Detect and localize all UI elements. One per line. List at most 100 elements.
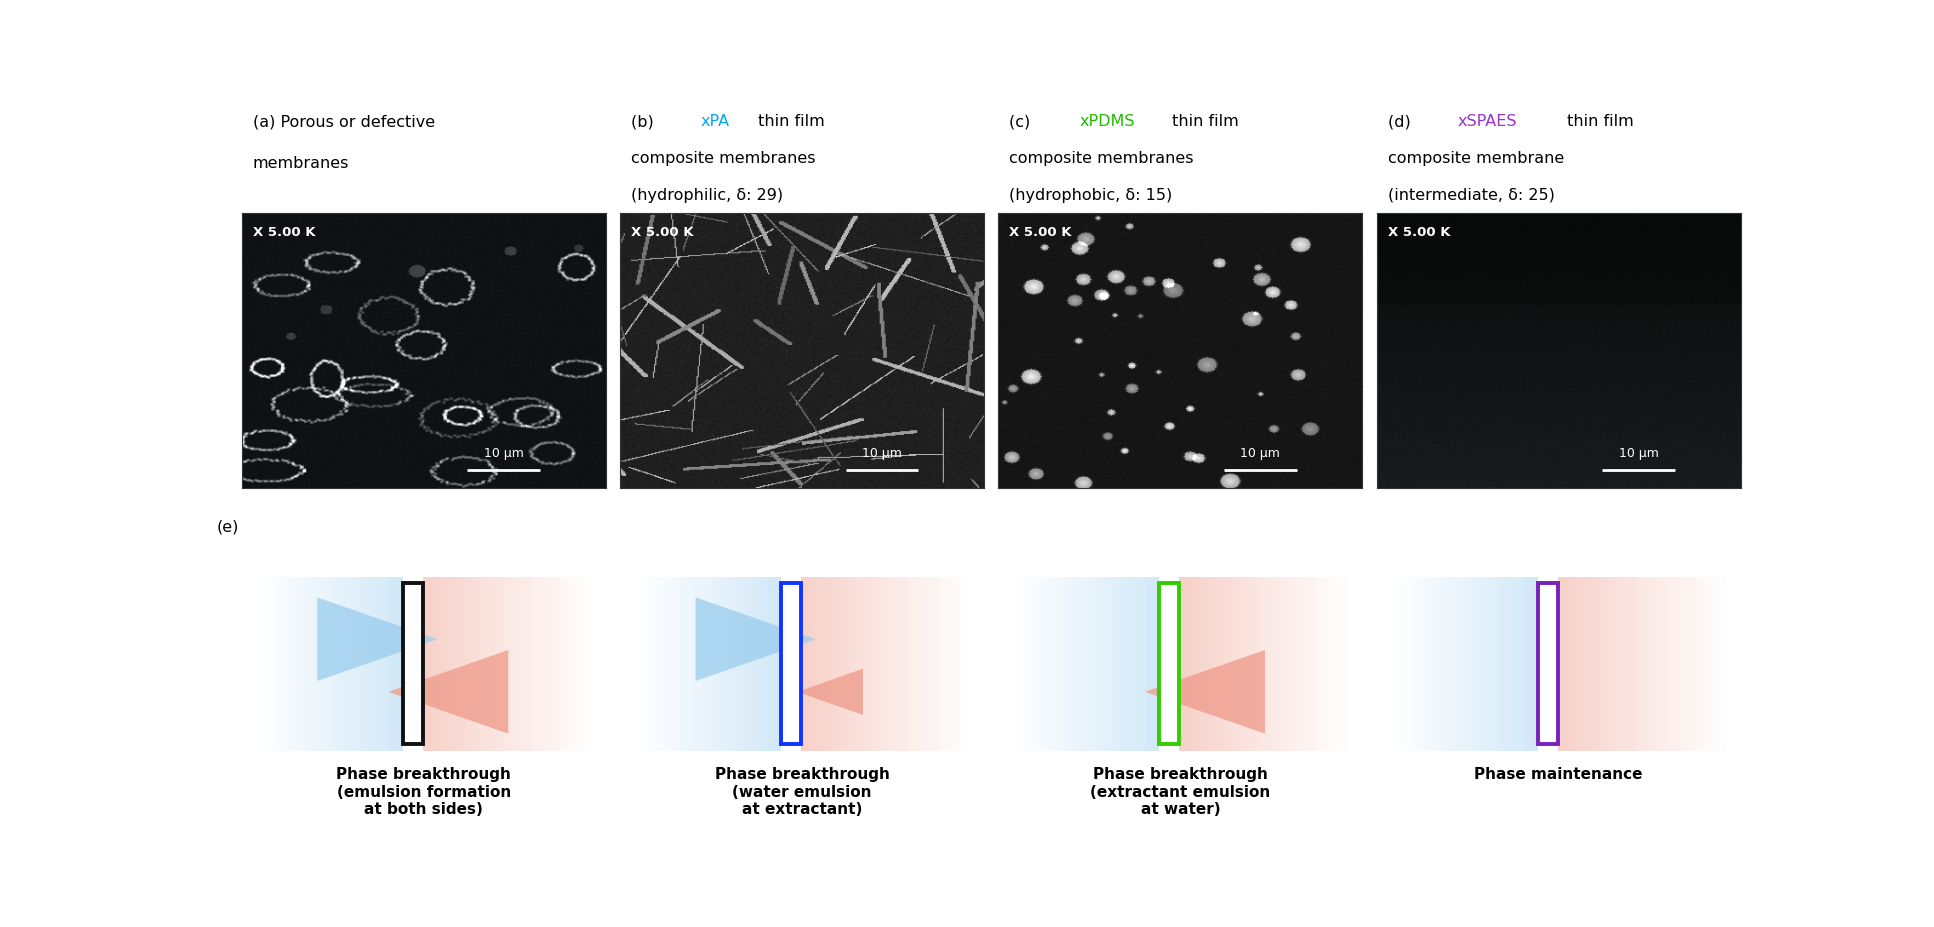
Bar bbox=[1596, 578, 1599, 751]
Bar bbox=[1710, 578, 1714, 751]
Bar bbox=[708, 578, 712, 751]
Text: xPA: xPA bbox=[700, 114, 729, 129]
Bar bbox=[395, 578, 398, 751]
Bar bbox=[1717, 578, 1721, 751]
Bar bbox=[574, 578, 578, 751]
Bar bbox=[259, 578, 263, 751]
Bar bbox=[659, 578, 663, 751]
Bar bbox=[868, 578, 872, 751]
Bar bbox=[1509, 578, 1512, 751]
Text: (d): (d) bbox=[1389, 114, 1416, 129]
Text: X 5.00 K: X 5.00 K bbox=[1389, 226, 1450, 239]
Bar bbox=[696, 578, 700, 751]
Bar bbox=[1323, 578, 1327, 751]
Bar bbox=[1035, 578, 1039, 751]
Bar bbox=[1216, 578, 1222, 751]
Bar bbox=[1068, 578, 1071, 751]
Bar bbox=[257, 578, 259, 751]
Text: (e): (e) bbox=[217, 519, 238, 534]
Bar bbox=[901, 578, 907, 751]
Bar bbox=[275, 578, 278, 751]
Bar bbox=[1570, 578, 1574, 751]
Bar bbox=[1075, 578, 1079, 751]
Bar bbox=[835, 578, 839, 751]
Bar bbox=[267, 578, 271, 751]
Bar bbox=[679, 578, 683, 751]
Bar bbox=[932, 578, 936, 751]
FancyBboxPatch shape bbox=[1538, 584, 1557, 744]
FancyBboxPatch shape bbox=[781, 584, 801, 744]
Bar bbox=[578, 578, 582, 751]
Bar bbox=[1251, 578, 1255, 751]
Bar bbox=[692, 578, 696, 751]
Bar bbox=[1487, 578, 1491, 751]
Bar bbox=[1406, 578, 1410, 751]
Bar bbox=[1634, 578, 1638, 751]
Bar bbox=[1100, 578, 1104, 751]
Bar bbox=[1398, 578, 1402, 751]
Polygon shape bbox=[389, 651, 509, 734]
Bar bbox=[936, 578, 940, 751]
Bar bbox=[1464, 578, 1468, 751]
Bar bbox=[712, 578, 716, 751]
Bar bbox=[756, 578, 760, 751]
Bar bbox=[723, 578, 725, 751]
Bar bbox=[1621, 578, 1625, 751]
Polygon shape bbox=[797, 669, 863, 716]
Bar bbox=[381, 578, 385, 751]
Bar bbox=[369, 578, 373, 751]
Bar bbox=[919, 578, 923, 751]
Bar bbox=[1331, 578, 1334, 751]
Bar bbox=[1112, 578, 1116, 751]
Bar bbox=[1054, 578, 1058, 751]
Bar bbox=[1524, 578, 1526, 751]
Bar bbox=[1116, 578, 1120, 751]
Bar bbox=[1567, 578, 1570, 751]
Text: (b): (b) bbox=[630, 114, 659, 129]
Bar bbox=[1259, 578, 1263, 751]
Bar bbox=[1079, 578, 1083, 751]
Bar bbox=[1344, 578, 1348, 751]
Bar bbox=[671, 578, 675, 751]
Bar bbox=[1145, 578, 1149, 751]
Polygon shape bbox=[317, 598, 437, 681]
Bar bbox=[1574, 578, 1578, 751]
Bar bbox=[1505, 578, 1509, 751]
Bar bbox=[1638, 578, 1642, 751]
Bar bbox=[882, 578, 886, 751]
Bar bbox=[864, 578, 868, 751]
Bar bbox=[337, 578, 340, 751]
Bar bbox=[460, 578, 464, 751]
Bar bbox=[762, 578, 766, 751]
Text: Phase breakthrough
(emulsion formation
at both sides): Phase breakthrough (emulsion formation a… bbox=[337, 767, 511, 816]
Bar bbox=[1108, 578, 1112, 751]
Bar bbox=[658, 578, 659, 751]
Text: thin film: thin film bbox=[1563, 114, 1634, 129]
Bar bbox=[1201, 578, 1205, 751]
Bar bbox=[1097, 578, 1100, 751]
Bar bbox=[1242, 578, 1247, 751]
Text: X 5.00 K: X 5.00 K bbox=[253, 226, 315, 239]
Bar bbox=[1046, 578, 1050, 751]
Bar bbox=[752, 578, 756, 751]
Bar bbox=[646, 578, 650, 751]
Bar bbox=[1613, 578, 1617, 751]
Bar bbox=[886, 578, 890, 751]
Bar bbox=[1222, 578, 1226, 751]
Bar bbox=[830, 578, 835, 751]
Bar bbox=[1157, 578, 1158, 751]
Bar bbox=[777, 578, 781, 751]
Text: 10 μm: 10 μm bbox=[1619, 447, 1659, 460]
Bar bbox=[1491, 578, 1493, 751]
Bar bbox=[290, 578, 292, 751]
Bar bbox=[352, 578, 356, 751]
Bar bbox=[948, 578, 953, 751]
Bar bbox=[545, 578, 549, 751]
Bar bbox=[810, 578, 814, 751]
Bar bbox=[1023, 578, 1027, 751]
Text: xSPAES: xSPAES bbox=[1458, 114, 1516, 129]
Bar bbox=[1394, 578, 1398, 751]
Bar bbox=[567, 578, 571, 751]
Bar bbox=[1013, 578, 1017, 751]
Bar bbox=[1288, 578, 1294, 751]
